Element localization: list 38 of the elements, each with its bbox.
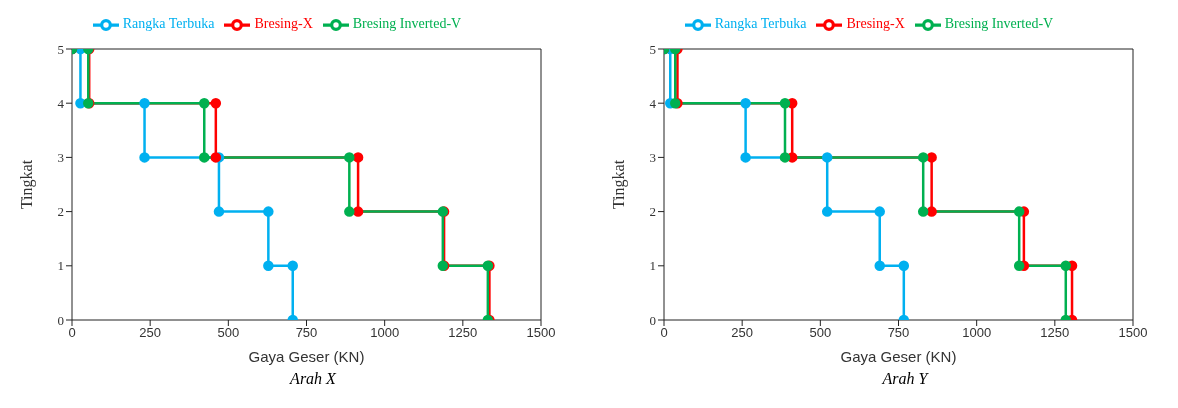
x-tick-label: 750 bbox=[887, 325, 910, 341]
x-tick-label: 250 bbox=[731, 325, 754, 341]
x-tick-label: 1000 bbox=[370, 325, 400, 341]
y-tick-label: 0 bbox=[649, 312, 656, 328]
x-axis-title: Gaya Geser (KN) bbox=[248, 348, 365, 365]
legend-label: Bresing-X bbox=[846, 16, 905, 32]
y-tick-label: 3 bbox=[57, 150, 64, 166]
x-tick-label: 500 bbox=[809, 325, 832, 341]
text: Arah X bbox=[288, 370, 337, 388]
x-tick-label: 1500 bbox=[1118, 325, 1148, 341]
y-tick-label: 5 bbox=[649, 41, 656, 57]
legend-label: Rangka Terbuka bbox=[122, 16, 215, 32]
y-tick-label: 1 bbox=[57, 258, 64, 274]
legend-label: Bresing Inverted-V bbox=[352, 16, 462, 32]
x-tick-label: 0 bbox=[660, 325, 668, 341]
y-tick-label: 1 bbox=[649, 258, 656, 274]
x-tick-label: 1250 bbox=[1040, 325, 1070, 341]
legend-label: Bresing-X bbox=[254, 16, 313, 32]
legend-label: Bresing Inverted-V bbox=[944, 16, 1054, 32]
y-tick-label: 2 bbox=[649, 204, 656, 220]
x-tick-label: 1000 bbox=[962, 325, 992, 341]
y-axis-title: Tingkat bbox=[17, 159, 36, 210]
x-tick-label: 750 bbox=[295, 325, 318, 341]
x-tick-label: 500 bbox=[217, 325, 240, 341]
y-tick-label: 5 bbox=[57, 41, 64, 57]
text: Arah Y bbox=[880, 370, 930, 388]
y-tick-label: 3 bbox=[649, 150, 656, 166]
y-tick-label: 4 bbox=[57, 95, 65, 111]
x-tick-label: 0 bbox=[68, 325, 76, 341]
x-axis-title: Gaya Geser (KN) bbox=[840, 348, 957, 365]
y-tick-label: 0 bbox=[57, 312, 64, 328]
y-axis-title: Tingkat bbox=[609, 159, 628, 210]
x-tick-label: 250 bbox=[139, 325, 162, 341]
legend-label: Rangka Terbuka bbox=[714, 16, 807, 32]
x-tick-label: 1500 bbox=[526, 325, 556, 341]
x-tick-label: 1250 bbox=[448, 325, 478, 341]
y-tick-label: 2 bbox=[57, 204, 64, 220]
y-tick-label: 4 bbox=[649, 95, 657, 111]
